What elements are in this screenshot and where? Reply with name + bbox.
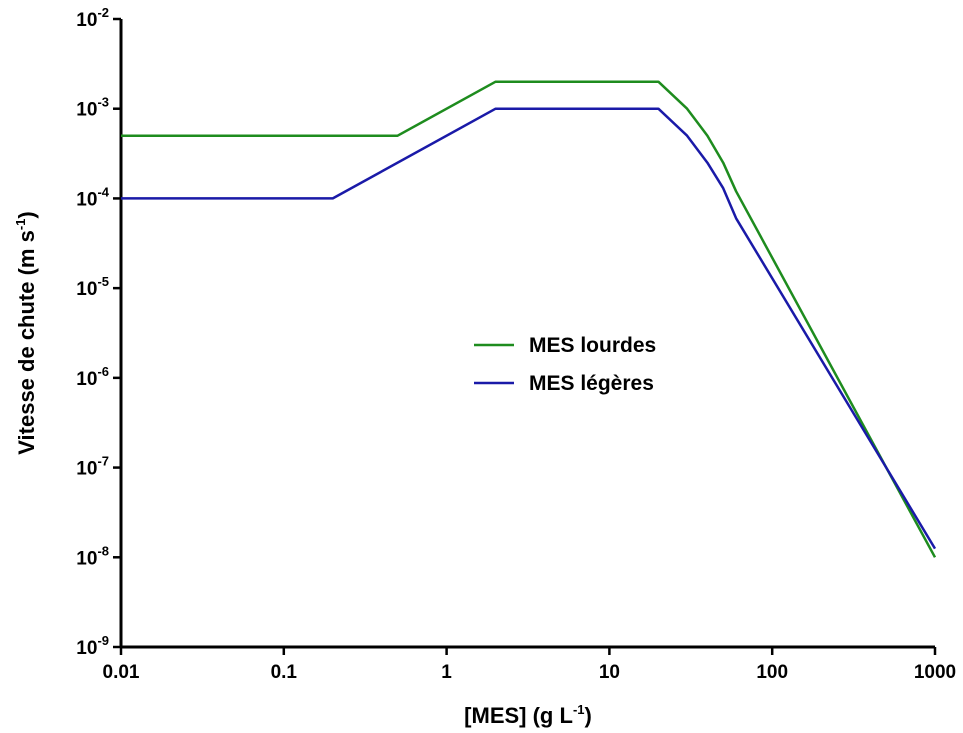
series-line-1	[121, 80, 937, 558]
y-axis-title: Vitesse de chute (m s-1)	[13, 211, 39, 454]
x-tick-label: 0.1	[271, 662, 298, 683]
series-line-2	[121, 107, 937, 550]
series-lines	[121, 80, 937, 558]
legend-label-2: MES légères	[529, 372, 654, 395]
y-tick-label: 10-5	[76, 274, 109, 300]
legend-label-1: MES lourdes	[529, 334, 656, 357]
x-tick-label: 0.01	[103, 662, 140, 683]
x-tick-label: 10	[599, 662, 620, 683]
axes	[119, 19, 935, 649]
y-tick-label: 10-8	[76, 543, 109, 569]
legend: MES lourdes MES légères	[474, 334, 656, 395]
y-tick-label: 10-6	[76, 364, 109, 390]
y-tick-label: 10-3	[76, 95, 109, 121]
x-axis-title: [MES] (g L-1)	[464, 702, 592, 728]
y-tick-label: 10-9	[76, 633, 109, 659]
y-tick-label: 10-2	[76, 5, 109, 31]
x-tick-label: 1	[441, 662, 452, 683]
y-ticks: 10-2 10-3 10-4 10-5 10-6 10-7 10-8 10-9	[76, 5, 121, 659]
y-tick-label: 10-7	[76, 454, 109, 480]
y-tick-label: 10-4	[76, 184, 109, 210]
x-tick-label: 100	[756, 662, 788, 683]
x-tick-label: 1000	[914, 662, 956, 683]
x-ticks: 0.01 0.1 1 10 100 1000	[103, 647, 956, 683]
